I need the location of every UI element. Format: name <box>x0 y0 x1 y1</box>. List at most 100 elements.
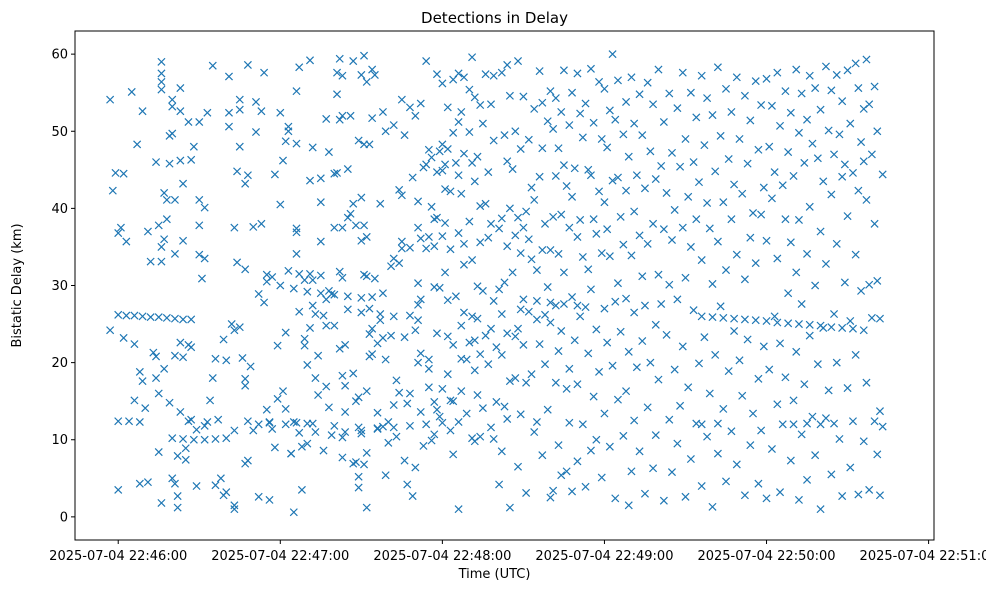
data-point <box>638 131 647 140</box>
data-point <box>824 386 833 395</box>
data-point <box>127 87 136 96</box>
data-point <box>308 301 317 310</box>
data-point <box>554 347 563 356</box>
data-point <box>538 98 547 107</box>
data-point <box>230 505 239 514</box>
data-point <box>557 210 566 219</box>
data-point <box>757 101 766 110</box>
data-point <box>397 237 406 246</box>
data-point <box>600 198 609 207</box>
data-point <box>389 401 398 410</box>
data-point <box>465 85 474 94</box>
data-point <box>713 449 722 458</box>
data-point <box>743 335 752 344</box>
data-point <box>605 442 614 451</box>
data-point <box>168 95 177 104</box>
data-point <box>400 131 409 140</box>
data-point <box>211 481 220 490</box>
data-point <box>157 57 166 66</box>
data-point <box>535 172 544 181</box>
data-point <box>678 342 687 351</box>
data-point <box>222 434 231 443</box>
data-point <box>532 296 541 305</box>
data-point <box>411 463 420 472</box>
data-point <box>349 57 358 66</box>
data-point <box>619 240 628 249</box>
data-point <box>551 301 560 310</box>
data-point <box>419 441 428 450</box>
data-point <box>430 430 439 439</box>
data-point <box>630 207 639 216</box>
data-point <box>114 310 123 319</box>
data-point <box>794 495 803 504</box>
data-point <box>346 209 355 218</box>
data-point <box>381 127 390 136</box>
data-point <box>608 176 617 185</box>
data-point <box>511 332 520 341</box>
data-point <box>416 234 425 243</box>
data-point <box>862 195 871 204</box>
data-point <box>805 320 814 329</box>
data-point <box>697 256 706 265</box>
data-point <box>730 180 739 189</box>
data-point <box>586 64 595 73</box>
data-point <box>805 71 814 80</box>
data-point <box>667 235 677 245</box>
data-point <box>692 419 701 428</box>
data-point <box>635 447 644 456</box>
data-point <box>659 117 668 127</box>
data-point <box>432 70 441 79</box>
data-point <box>224 108 233 117</box>
data-point <box>851 250 860 259</box>
data-point <box>146 257 155 266</box>
data-point <box>781 87 790 96</box>
data-point <box>646 147 655 156</box>
data-point <box>270 170 279 179</box>
data-point <box>724 367 733 376</box>
data-point <box>821 414 830 423</box>
data-point <box>573 232 582 241</box>
data-point <box>568 88 577 97</box>
data-point <box>821 62 830 71</box>
data-point <box>559 161 568 170</box>
data-point <box>384 417 393 427</box>
data-point <box>686 454 695 464</box>
data-point <box>378 107 387 117</box>
data-point <box>838 323 847 332</box>
data-point <box>816 227 825 236</box>
data-point <box>332 168 342 177</box>
data-point <box>168 129 177 138</box>
data-point <box>681 492 690 501</box>
data-point <box>443 296 452 305</box>
data-point <box>330 290 339 299</box>
data-point <box>168 434 177 443</box>
data-point <box>708 502 717 511</box>
data-point <box>427 153 436 162</box>
data-point <box>397 244 406 253</box>
data-point <box>441 219 450 228</box>
data-point <box>281 137 290 146</box>
data-point <box>713 419 722 428</box>
data-point <box>276 281 285 290</box>
data-point <box>438 166 447 175</box>
data-point <box>622 294 631 303</box>
data-point <box>297 442 306 451</box>
data-point <box>473 390 482 400</box>
data-point <box>478 119 487 128</box>
data-point <box>816 105 825 114</box>
data-point <box>503 329 512 338</box>
data-point <box>597 249 606 258</box>
data-point <box>241 179 250 188</box>
data-point <box>154 389 163 398</box>
data-point <box>562 181 571 191</box>
data-point <box>343 213 352 222</box>
y-tick-label: 0 <box>60 510 68 525</box>
data-point <box>535 340 544 349</box>
data-point <box>538 245 547 255</box>
data-point <box>765 142 774 151</box>
data-point <box>414 279 423 288</box>
data-point <box>130 340 139 349</box>
data-point <box>152 352 161 361</box>
data-point <box>360 221 369 230</box>
data-point <box>135 417 144 427</box>
